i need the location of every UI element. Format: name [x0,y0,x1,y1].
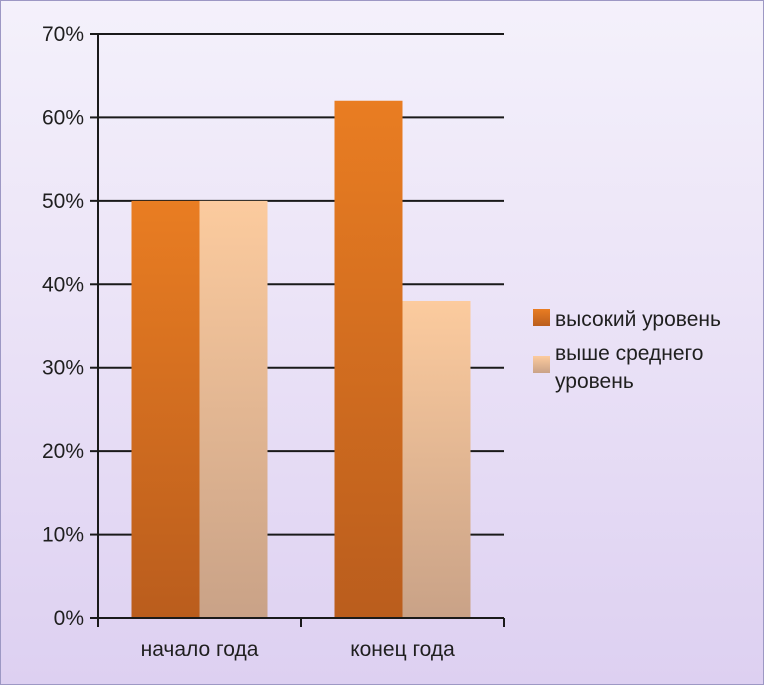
y-tick-label: 40% [42,273,84,296]
bar-high-level-end [334,100,403,618]
y-tick-label: 60% [42,106,84,129]
y-tick-label: 10% [42,524,84,547]
y-tick-label: 0% [54,607,84,630]
bars [131,100,471,618]
y-tick-label: 30% [42,357,84,380]
bar-above-average-start [199,200,268,618]
legend-label: выше среднего уровень [555,342,703,393]
y-tick-label: 20% [42,440,84,463]
legend-swatch [533,356,550,373]
x-tick-label: конец года [350,638,455,661]
x-tick-label: начало года [141,638,259,661]
legend-label: высокий уровень [555,308,721,331]
axes: 0% 10% 20% 30% 40% 50% 60% 70% начало года конец … [42,23,505,661]
bar-above-average-end [402,300,471,618]
y-tick-label: 50% [42,190,84,213]
legend: высокий уровень выше среднего уровень [533,308,721,393]
y-tick-label: 70% [42,23,84,46]
bar-high-level-start [131,200,200,618]
legend-swatch [533,309,550,326]
